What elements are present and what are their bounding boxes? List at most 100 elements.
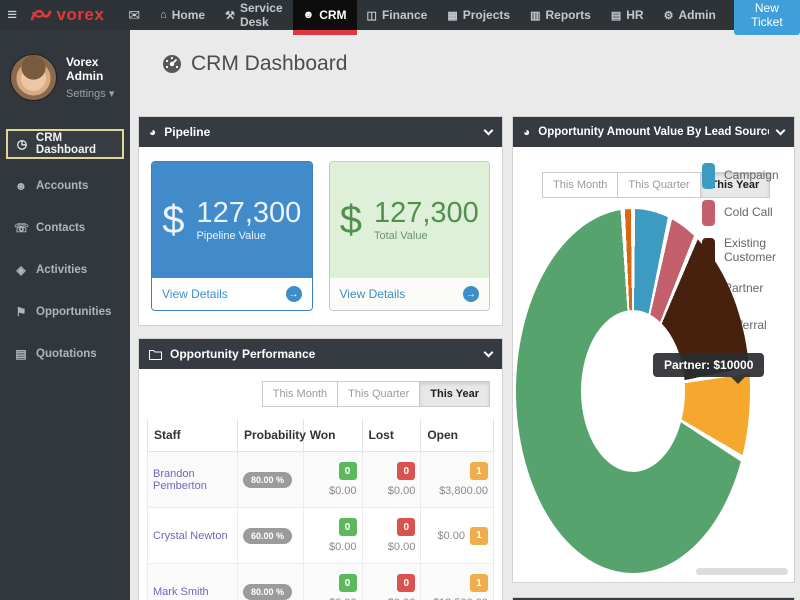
- staff-link[interactable]: Brandon Pemberton: [153, 467, 207, 492]
- pipeline-view-details[interactable]: View Details →: [152, 278, 312, 310]
- col-won: Won: [302, 419, 363, 452]
- pipeline-value-label: Pipeline Value: [196, 229, 266, 242]
- period-tab[interactable]: This Year: [419, 381, 490, 407]
- total-value-card: $ 127,300 Total Value View Details →: [328, 161, 490, 311]
- donut-chart[interactable]: [516, 208, 750, 574]
- nav-item[interactable]: ◫ Finance: [357, 0, 438, 30]
- probability-pill: 60.00 %: [242, 527, 292, 544]
- arrow-circle-icon[interactable]: →: [285, 286, 302, 302]
- sidebar-item[interactable]: ◷ CRM Dashboard: [6, 129, 124, 159]
- pie-chart-icon: ◕: [149, 125, 157, 139]
- sidebar-item-label: Activities: [36, 264, 88, 276]
- sidebar-item[interactable]: ▤ Quotations: [0, 333, 130, 375]
- logo-text: vorex: [56, 5, 105, 24]
- nav-item-icon: ⚒: [225, 9, 235, 22]
- period-tab[interactable]: This Quarter: [337, 381, 421, 407]
- dollar-icon: $: [162, 197, 185, 242]
- sidebar-item-icon: ⚑: [15, 305, 27, 319]
- won-amount: $0.00: [329, 597, 357, 600]
- period-tab[interactable]: This Quarter: [617, 172, 701, 198]
- nav-item[interactable]: ▥ Reports: [520, 0, 601, 30]
- donut-hole: [581, 310, 685, 472]
- lost-count-badge: 0: [397, 462, 416, 480]
- sidebar-item[interactable]: ◈ Activities: [0, 249, 130, 291]
- arrow-circle-icon[interactable]: →: [463, 286, 479, 302]
- won-count-badge: 0: [338, 518, 357, 536]
- staff-link[interactable]: Crystal Newton: [153, 529, 228, 542]
- chevron-down-icon[interactable]: [483, 125, 494, 135]
- nav-item[interactable]: ▤ HR: [601, 0, 654, 30]
- lost-count-badge: 0: [397, 574, 416, 592]
- legend-item[interactable]: Cold Call: [702, 200, 788, 226]
- chart-tooltip: Partner: $10000: [653, 353, 765, 384]
- lost-amount: $0.00: [387, 485, 416, 497]
- table-row: Mark Smith 80.00 % $0.00 0 $0.00 0: [147, 563, 494, 600]
- top-nav: ≡ vorex ✉ ⌂ Home ⚒ Service Desk: [0, 0, 800, 35]
- nav-item[interactable]: ⌂ Home: [150, 0, 215, 30]
- chevron-down-icon[interactable]: [775, 125, 786, 135]
- pipeline-value-card: $ 127,300 Pipeline Value View Details →: [151, 161, 313, 311]
- sidebar-item-icon: ◈: [16, 263, 26, 277]
- chevron-down-icon[interactable]: [483, 347, 494, 357]
- col-probability: Probability: [236, 419, 306, 452]
- sidebar-item-label: CRM Dashboard: [35, 132, 96, 156]
- lead-source-panel: ◕ Opportunity Amount Value By Lead Sourc…: [512, 116, 795, 583]
- view-details-link[interactable]: View Details: [162, 287, 228, 301]
- period-tab[interactable]: This Month: [261, 381, 339, 407]
- legend-item[interactable]: Campaign: [702, 163, 788, 189]
- legend-label: Existing Customer: [724, 236, 777, 264]
- sidebar-item-label: Quotations: [36, 348, 97, 360]
- won-count-badge: 0: [338, 574, 357, 592]
- sidebar-item[interactable]: ☏ Contacts: [0, 207, 130, 249]
- sidebar: Vorex Admin Settings ▾ ◷ CRM Dashboard ☻…: [0, 30, 130, 600]
- nav-item-icon: ▥: [530, 9, 541, 22]
- sidebar-item-icon: ▤: [15, 347, 27, 361]
- settings-label: Settings: [66, 88, 106, 100]
- lost-amount: $0.00: [388, 597, 416, 600]
- lead-source-panel-header[interactable]: ◕ Opportunity Amount Value By Lead Sourc…: [513, 117, 794, 147]
- page-title: CRM Dashboard: [162, 52, 347, 76]
- nav-item-icon: ☻: [302, 9, 315, 21]
- period-tab[interactable]: This Month: [542, 172, 619, 198]
- table-header-row: Staff Probability Won Lost Open: [147, 419, 494, 452]
- col-open: Open: [420, 419, 494, 452]
- new-ticket-button[interactable]: New Ticket: [733, 0, 800, 35]
- nav-item[interactable]: ☻ CRM: [292, 0, 357, 30]
- col-staff: Staff: [147, 419, 238, 452]
- pipeline-value: 127,300: [196, 197, 302, 230]
- total-view-details[interactable]: View Details →: [329, 278, 489, 310]
- lead-source-panel-title: Opportunity Amount Value By Lead Source: [538, 126, 769, 138]
- envelope-icon[interactable]: ✉: [128, 6, 141, 23]
- performance-panel: Opportunity Performance This Month This …: [138, 338, 503, 600]
- nav-item[interactable]: ⚙ Admin: [654, 0, 726, 30]
- hamburger-icon[interactable]: ≡: [7, 5, 18, 24]
- sidebar-menu: ◷ CRM Dashboard ☻ Accounts ☏ Contacts ◈ …: [0, 129, 130, 375]
- sidebar-item[interactable]: ☻ Accounts: [0, 165, 130, 207]
- converted-projects-panel-header[interactable]: ⇄ Opportunities Converted to Projects: [513, 598, 794, 600]
- horizontal-scrollbar[interactable]: [696, 568, 788, 575]
- pipeline-body: $ 127,300 Pipeline Value View Details →: [139, 147, 502, 325]
- sidebar-item[interactable]: ⚑ Opportunities: [0, 291, 130, 333]
- performance-panel-header[interactable]: Opportunity Performance: [139, 339, 502, 369]
- nav-item-label: Reports: [545, 8, 591, 22]
- won-amount: $0.00: [328, 485, 357, 497]
- view-details-link[interactable]: View Details: [339, 287, 406, 301]
- sidebar-item-label: Accounts: [36, 180, 89, 192]
- sidebar-item-icon: ☏: [14, 221, 30, 235]
- nav-item[interactable]: ▦ Projects: [437, 0, 520, 30]
- staff-link[interactable]: Mark Smith: [153, 585, 209, 598]
- sidebar-item-label: Contacts: [36, 222, 86, 234]
- avatar[interactable]: [10, 54, 57, 101]
- won-count-badge: 0: [338, 462, 357, 480]
- total-value: 127,300: [373, 197, 479, 230]
- vorex-logo[interactable]: vorex: [24, 0, 118, 30]
- nav-item-icon: ◫: [366, 9, 377, 22]
- settings-dropdown[interactable]: Settings ▾: [66, 87, 122, 100]
- pipeline-panel-header[interactable]: ◕ Pipeline: [139, 117, 502, 147]
- sidebar-item-icon: ☻: [14, 179, 28, 193]
- nav-item-label: Finance: [381, 8, 428, 22]
- open-count-badge: 1: [470, 574, 488, 592]
- left-column: ◕ Pipeline $ 127,300 Pipeline Value: [138, 116, 503, 600]
- nav-item[interactable]: ⚒ Service Desk: [215, 0, 293, 30]
